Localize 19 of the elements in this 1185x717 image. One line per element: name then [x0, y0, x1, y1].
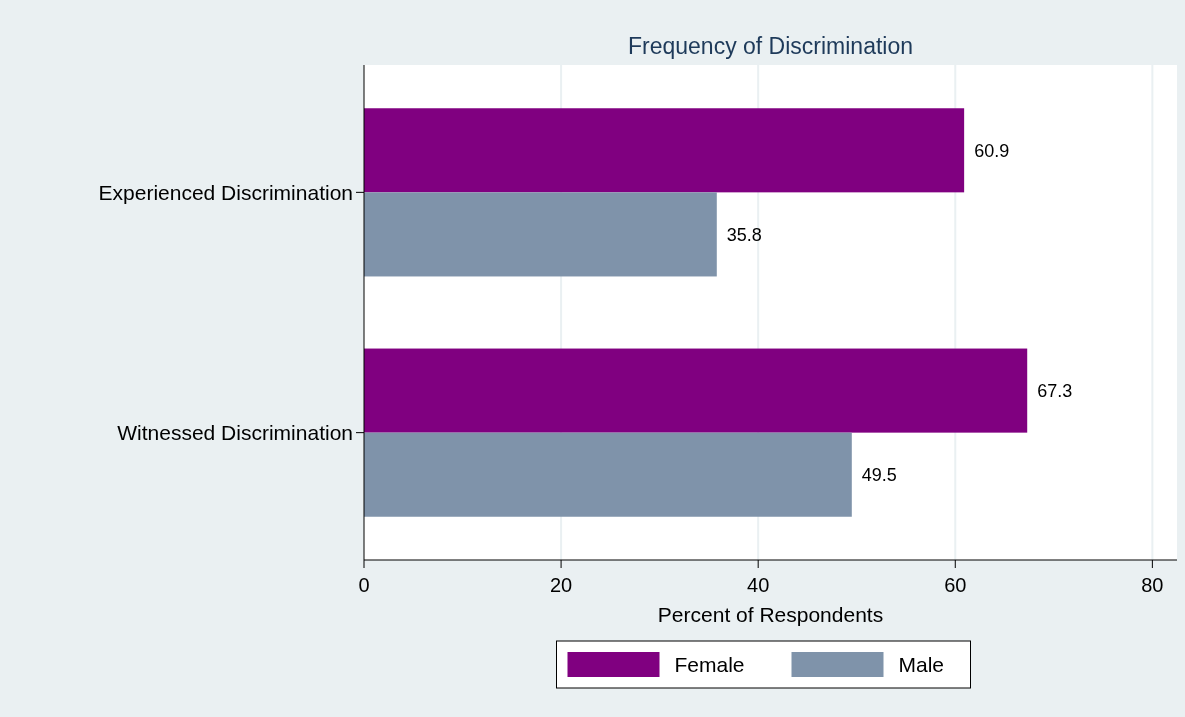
legend-label: Male: [898, 653, 945, 677]
bar: [364, 348, 1028, 433]
data-label: 49.5: [861, 465, 897, 485]
legend-label: Female: [674, 653, 745, 677]
bar: [364, 192, 717, 277]
data-label: 60.9: [974, 140, 1010, 161]
x-axis-title: Percent of Respondents: [657, 603, 884, 626]
x-tick-label: 20: [549, 574, 573, 596]
bar: [364, 108, 965, 193]
x-tick-label: 40: [747, 574, 770, 596]
chart-title: Frequency of Discrimination: [627, 33, 914, 59]
y-tick-label: Experienced Discrimination: [98, 180, 353, 204]
x-tick-label: 60: [944, 574, 967, 596]
x-tick-label: 80: [1141, 574, 1164, 596]
y-tick-label: Witnessed Discrimination: [117, 421, 353, 444]
x-tick-label: 0: [358, 574, 370, 596]
bar: [364, 432, 852, 517]
data-label: 67.3: [1037, 380, 1073, 401]
data-label: 35.8: [726, 224, 762, 245]
